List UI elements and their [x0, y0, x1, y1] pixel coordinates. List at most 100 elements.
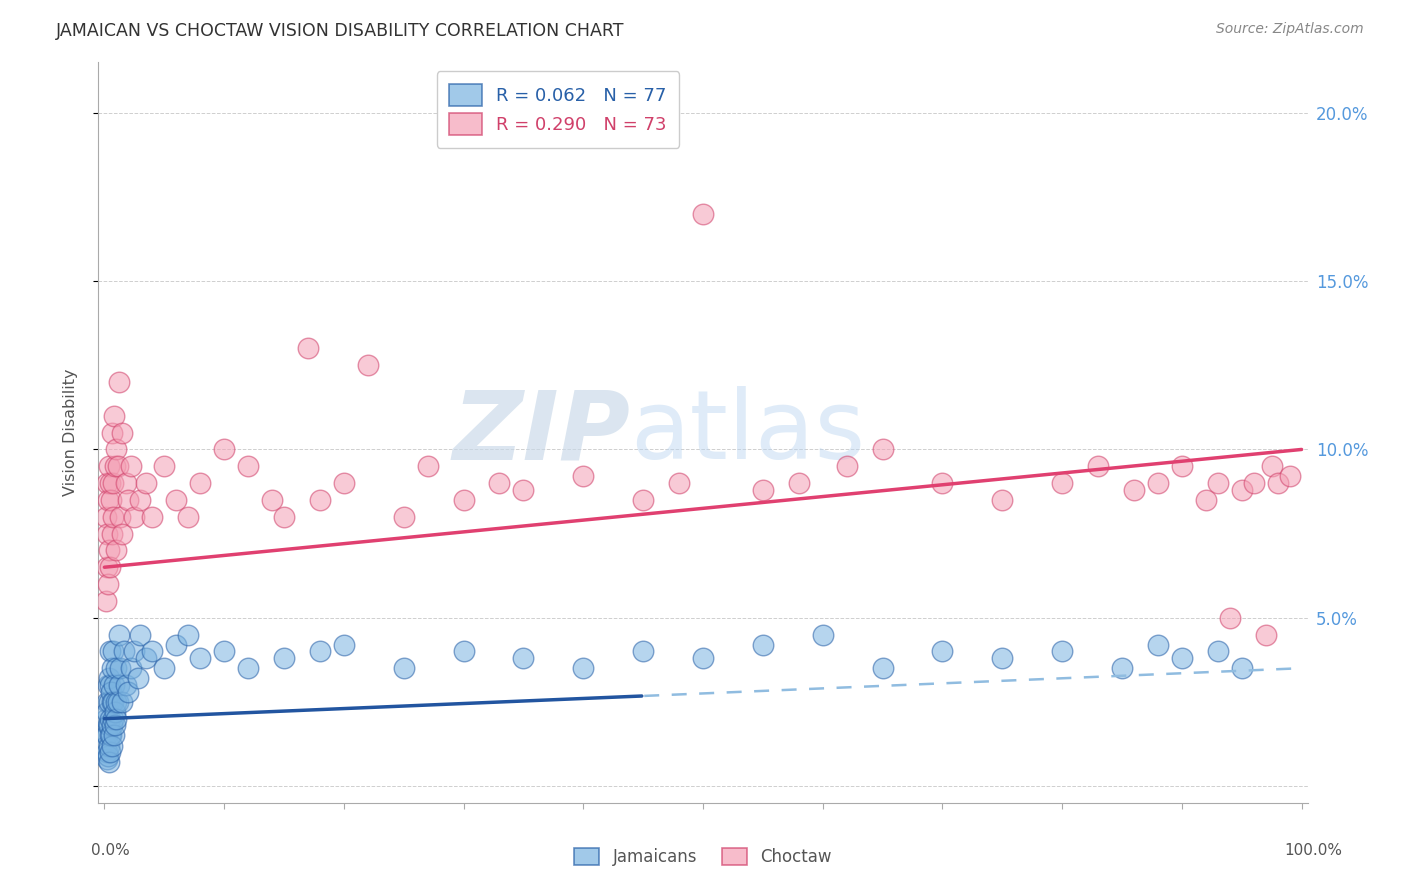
Text: Source: ZipAtlas.com: Source: ZipAtlas.com: [1216, 22, 1364, 37]
Point: [392, 509, 415, 524]
Point: [1206, 476, 1229, 491]
Point: [107, 678, 129, 692]
Point: [98, 543, 121, 558]
Point: [117, 685, 139, 699]
Point: [572, 469, 595, 483]
Point: [512, 651, 534, 665]
Point: [96, 695, 118, 709]
Point: [273, 651, 295, 665]
Point: [103, 729, 125, 743]
Point: [1267, 476, 1289, 491]
Point: [96, 729, 118, 743]
Point: [98, 718, 121, 732]
Point: [297, 342, 319, 356]
Point: [309, 492, 332, 507]
Point: [96, 752, 118, 766]
Point: [931, 476, 953, 491]
Point: [692, 651, 714, 665]
Point: [120, 459, 142, 474]
Point: [1111, 661, 1133, 675]
Point: [177, 509, 200, 524]
Text: JAMAICAN VS CHOCTAW VISION DISABILITY CORRELATION CHART: JAMAICAN VS CHOCTAW VISION DISABILITY CO…: [56, 22, 624, 40]
Point: [97, 492, 120, 507]
Point: [236, 661, 259, 675]
Point: [107, 375, 129, 389]
Point: [103, 695, 125, 709]
Point: [101, 644, 124, 658]
Point: [129, 492, 152, 507]
Point: [115, 678, 138, 692]
Point: [991, 492, 1014, 507]
Point: [631, 644, 654, 658]
Point: [260, 492, 283, 507]
Point: [188, 651, 211, 665]
Point: [1171, 459, 1194, 474]
Point: [127, 671, 149, 685]
Point: [129, 627, 152, 641]
Point: [752, 483, 775, 497]
Point: [752, 638, 775, 652]
Legend: R = 0.062   N = 77, R = 0.290   N = 73: R = 0.062 N = 77, R = 0.290 N = 73: [436, 71, 679, 148]
Point: [668, 476, 690, 491]
Point: [107, 695, 129, 709]
Point: [135, 651, 157, 665]
Point: [97, 577, 120, 591]
Point: [96, 745, 118, 759]
Point: [1195, 492, 1218, 507]
Point: [96, 712, 118, 726]
Point: [1147, 638, 1170, 652]
Point: [101, 718, 124, 732]
Point: [101, 526, 124, 541]
Point: [787, 476, 810, 491]
Point: [104, 695, 127, 709]
Point: [309, 644, 332, 658]
Point: [1206, 644, 1229, 658]
Point: [100, 644, 122, 658]
Point: [1230, 661, 1253, 675]
Point: [100, 678, 122, 692]
Point: [96, 509, 118, 524]
Point: [100, 695, 122, 709]
Point: [100, 729, 122, 743]
Point: [100, 492, 122, 507]
Point: [108, 661, 131, 675]
Text: ZIP: ZIP: [453, 386, 630, 479]
Point: [236, 459, 259, 474]
Point: [97, 678, 120, 692]
Point: [100, 476, 122, 491]
Point: [96, 476, 118, 491]
Point: [103, 678, 125, 692]
Point: [124, 509, 146, 524]
Point: [811, 627, 834, 641]
Point: [100, 739, 122, 753]
Point: [98, 671, 121, 685]
Point: [98, 729, 121, 743]
Point: [104, 459, 127, 474]
Point: [1260, 459, 1282, 474]
Point: [1171, 651, 1194, 665]
Point: [94, 594, 117, 608]
Point: [97, 459, 120, 474]
Point: [96, 526, 118, 541]
Point: [512, 483, 534, 497]
Point: [100, 745, 122, 759]
Point: [112, 644, 135, 658]
Point: [103, 409, 125, 423]
Text: 0.0%: 0.0%: [91, 843, 131, 858]
Point: [835, 459, 858, 474]
Point: [97, 748, 120, 763]
Point: [692, 207, 714, 221]
Point: [94, 729, 117, 743]
Point: [1219, 610, 1241, 624]
Text: atlas: atlas: [630, 386, 866, 479]
Point: [1147, 476, 1170, 491]
Point: [107, 459, 129, 474]
Point: [1123, 483, 1146, 497]
Point: [153, 661, 176, 675]
Point: [96, 705, 118, 719]
Point: [488, 476, 510, 491]
Point: [111, 695, 134, 709]
Point: [453, 492, 475, 507]
Point: [165, 492, 187, 507]
Point: [872, 661, 894, 675]
